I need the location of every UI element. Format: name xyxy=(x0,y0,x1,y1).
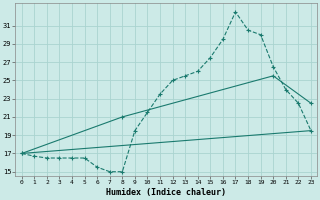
X-axis label: Humidex (Indice chaleur): Humidex (Indice chaleur) xyxy=(106,188,226,197)
